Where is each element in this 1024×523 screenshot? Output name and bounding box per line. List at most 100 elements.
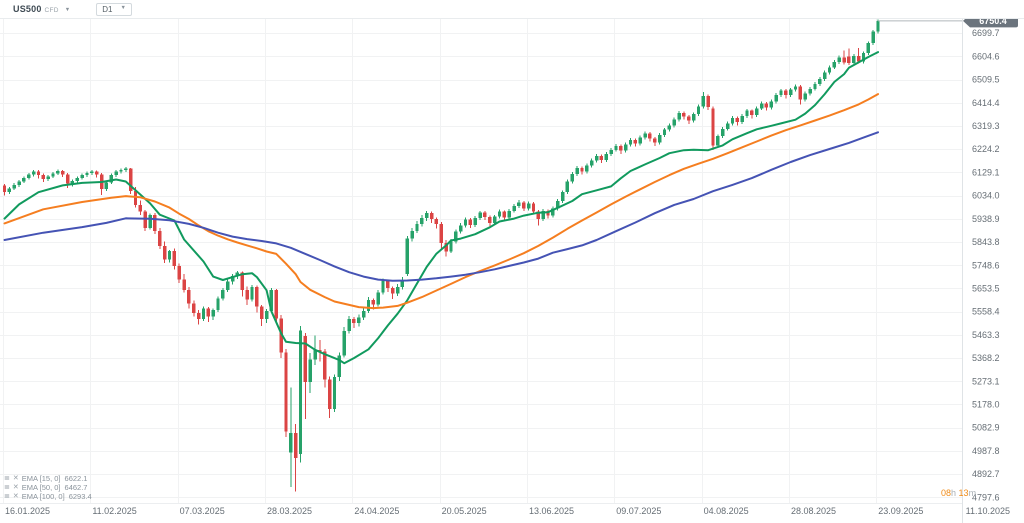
price-tick-label: 5463.3 xyxy=(972,330,1000,340)
date-tick-label: 28.08.2025 xyxy=(791,506,836,516)
timeframe-selector[interactable]: D1 ▼ xyxy=(96,2,132,16)
price-tick-label: 5558.4 xyxy=(972,307,1000,317)
date-tick-label: 23.09.2025 xyxy=(878,506,923,516)
price-tick-label: 4797.6 xyxy=(972,492,1000,502)
candle xyxy=(337,352,342,381)
candle xyxy=(153,213,157,235)
candle xyxy=(497,209,502,219)
candle xyxy=(677,111,681,122)
candle xyxy=(109,173,113,184)
candle xyxy=(2,183,7,196)
candle xyxy=(463,217,468,228)
candle xyxy=(36,170,41,179)
candle xyxy=(124,166,128,173)
candle xyxy=(85,171,89,178)
candle xyxy=(798,84,803,105)
date-tick-label: 20.05.2025 xyxy=(442,506,487,516)
candle xyxy=(764,101,769,111)
candle xyxy=(260,304,264,326)
countdown-minutes: 13 xyxy=(958,488,969,498)
grid-lines xyxy=(0,18,962,503)
candle xyxy=(75,176,79,183)
indicator-legend: ≣ ✕ EMA [15, 0] 6622.1 ≣ ✕ EMA [50, 0] 6462.7 ≣ ✕… xyxy=(4,474,92,501)
candle xyxy=(444,240,448,257)
indicator-remove-icon[interactable]: ✕ xyxy=(12,493,19,500)
candle xyxy=(648,132,652,142)
candle xyxy=(226,279,230,292)
date-tick-label: 24.04.2025 xyxy=(354,506,399,516)
candle xyxy=(386,279,390,293)
candle xyxy=(332,374,337,412)
candle xyxy=(458,222,463,234)
price-tick-label: 6319.3 xyxy=(972,121,1000,131)
candle xyxy=(119,168,123,174)
candle xyxy=(691,112,696,123)
candle xyxy=(594,154,599,163)
candle xyxy=(580,166,584,175)
price-axis[interactable]: 6699.7 6604.6 6509.5 6414.4 6319.3 6224.2 6129… xyxy=(972,28,1000,502)
candle xyxy=(405,236,409,276)
price-tick-label: 5938.9 xyxy=(972,214,1000,224)
candle xyxy=(264,308,269,323)
date-tick-label: 07.03.2025 xyxy=(180,506,225,516)
chart-toolbar: US500 CFD ▼ D1 ▼ xyxy=(0,0,1024,19)
candle xyxy=(667,123,672,132)
candle xyxy=(7,186,12,195)
candle xyxy=(410,227,414,242)
candle xyxy=(619,144,623,154)
candle xyxy=(502,210,507,221)
candle xyxy=(711,106,715,150)
indicator-settings-icon[interactable]: ≣ xyxy=(4,484,10,491)
candle xyxy=(255,285,259,313)
candle xyxy=(162,241,167,263)
candle xyxy=(318,340,322,362)
candle xyxy=(818,77,822,86)
date-tick-label: 11.02.2025 xyxy=(92,506,136,516)
indicator-legend-row: ≣ ✕ EMA [50, 0] 6462.7 xyxy=(4,483,92,492)
candle xyxy=(434,217,439,229)
date-tick-label: 09.07.2025 xyxy=(616,506,661,516)
candle xyxy=(672,117,676,128)
candle xyxy=(303,333,308,420)
candle xyxy=(788,87,793,98)
price-tick-label: 6604.6 xyxy=(972,51,1000,61)
symbol-selector[interactable]: US500 CFD ▼ xyxy=(13,4,70,14)
candle xyxy=(473,216,477,227)
candle-countdown: 08h 13m xyxy=(941,488,976,498)
candle xyxy=(308,352,312,394)
indicator-remove-icon[interactable]: ✕ xyxy=(12,484,19,491)
candle xyxy=(454,229,458,244)
candle xyxy=(17,180,21,187)
candle xyxy=(856,47,861,64)
price-tick-label: 5748.6 xyxy=(972,260,1000,270)
indicator-remove-icon[interactable]: ✕ xyxy=(12,475,19,482)
candle xyxy=(31,169,36,177)
candle xyxy=(643,131,647,140)
candle xyxy=(361,307,366,321)
candle xyxy=(420,214,424,227)
price-tick-label: 4892.7 xyxy=(972,469,1000,479)
candle xyxy=(565,179,570,195)
date-tick-label: 11.10.2025 xyxy=(966,506,1010,516)
candle xyxy=(99,173,104,196)
candle xyxy=(852,54,856,65)
candle xyxy=(381,278,385,295)
date-tick-label: 04.08.2025 xyxy=(704,506,749,516)
candle xyxy=(483,211,487,220)
candle xyxy=(793,84,798,92)
candle xyxy=(104,180,109,192)
candle xyxy=(468,218,473,228)
time-axis[interactable]: 16.01.2025 11.02.2025 07.03.2025 28.03.2025… xyxy=(5,506,1010,516)
indicator-settings-icon[interactable]: ≣ xyxy=(4,475,10,482)
candle xyxy=(221,288,225,301)
candle xyxy=(696,104,701,117)
indicator-settings-icon[interactable]: ≣ xyxy=(4,493,10,500)
candle xyxy=(366,297,371,314)
indicator-value: 6462.7 xyxy=(64,483,88,492)
price-tick-label: 6129.1 xyxy=(972,167,1000,177)
candle xyxy=(425,210,429,221)
date-tick-label: 28.03.2025 xyxy=(267,506,312,516)
candle xyxy=(488,215,492,227)
